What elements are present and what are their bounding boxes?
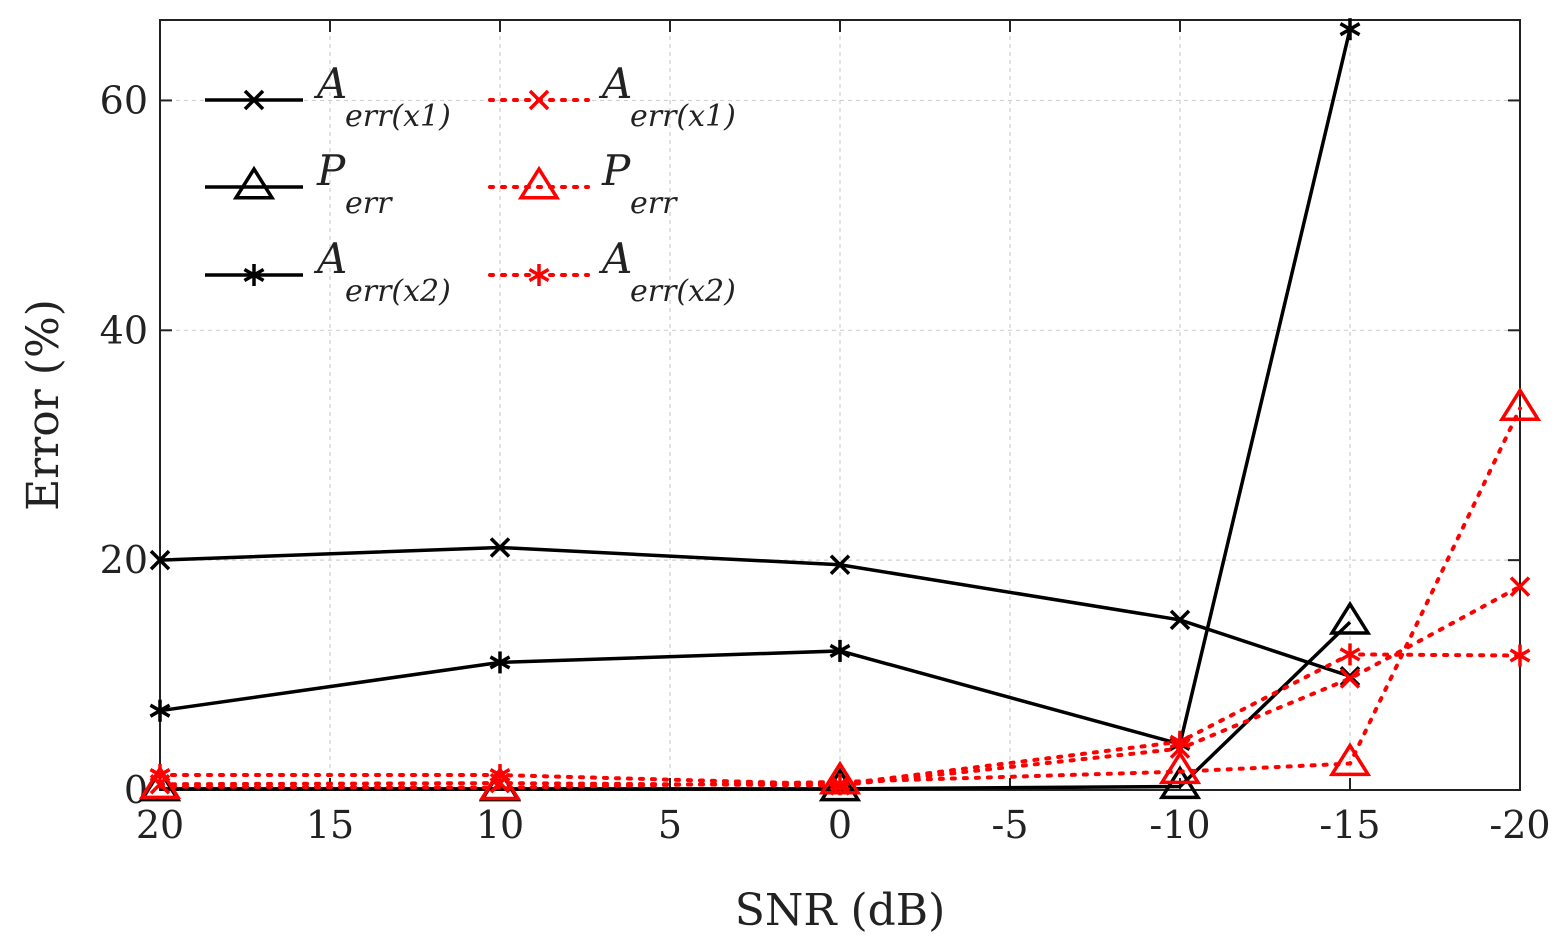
data-point: [1498, 387, 1542, 421]
x-tick-label: -15: [1319, 803, 1380, 847]
data-point: [489, 764, 511, 787]
data-point: [1339, 668, 1361, 689]
data-point: [1339, 18, 1361, 41]
legend-marker: [243, 89, 265, 111]
grid: [159, 20, 1521, 790]
data-point: [829, 773, 851, 796]
legend-label: A: [313, 59, 347, 108]
legend-subscript: err: [630, 186, 678, 221]
data-point: [489, 651, 511, 674]
x-tick-label: 20: [136, 803, 184, 847]
data-point: [1328, 600, 1372, 635]
data-point: [149, 699, 171, 722]
data-point: [478, 766, 522, 801]
legend-marker: [528, 89, 550, 111]
series-black-star: [149, 18, 1361, 756]
data-point: [1169, 730, 1191, 753]
x-tick-label: -5: [991, 803, 1028, 847]
series-line: [159, 28, 1352, 747]
x-tick-label: 10: [476, 803, 524, 847]
y-tick-label: 40: [100, 308, 148, 352]
legend-subscript: err: [345, 186, 393, 221]
y-tick-label: 20: [100, 538, 148, 582]
legend-subscript: err(x2): [630, 274, 736, 309]
data-point: [829, 639, 851, 662]
series-red-star: [149, 643, 1531, 796]
data-point: [1339, 643, 1361, 666]
y-axis-label: Error (%): [18, 299, 69, 511]
data-point: [149, 549, 171, 571]
x-tick-label: 15: [306, 803, 354, 847]
x-tick-label: -20: [1489, 803, 1550, 847]
data-point: [829, 554, 851, 575]
legend-label: A: [598, 59, 632, 108]
x-tick-label: 0: [828, 803, 852, 847]
series-line: [158, 406, 1522, 790]
legend-label: P: [601, 146, 631, 195]
data-point: [1509, 644, 1531, 667]
series-line: [160, 620, 1352, 791]
legend-label: A: [313, 234, 347, 283]
x-tick-label: 5: [658, 803, 682, 847]
data-point: [1328, 742, 1372, 777]
y-tick-label: 0: [124, 768, 148, 812]
legend-marker: [232, 165, 276, 200]
data-point: [138, 765, 182, 800]
legend-marker: [243, 264, 265, 286]
legend-marker: [517, 165, 561, 200]
data-point: [489, 537, 511, 558]
y-tick-label: 60: [100, 78, 148, 122]
legend-label: A: [598, 234, 632, 283]
x-tick-label: -10: [1149, 803, 1210, 847]
data-point: [1158, 750, 1202, 785]
x-axis-label: SNR (dB): [735, 885, 946, 936]
series-line: [158, 584, 1522, 788]
legend-marker: [528, 264, 550, 286]
legend-subscript: err(x1): [345, 99, 451, 134]
series-group: [138, 18, 1542, 802]
legend-label: P: [316, 146, 346, 195]
data-point: [1169, 609, 1191, 631]
legend-subscript: err(x1): [630, 99, 736, 134]
legend-subscript: err(x2): [345, 274, 451, 309]
data-point: [1509, 576, 1531, 597]
series-red-triangle: [138, 387, 1542, 801]
series-line: [158, 652, 1522, 787]
data-point: [149, 764, 171, 787]
